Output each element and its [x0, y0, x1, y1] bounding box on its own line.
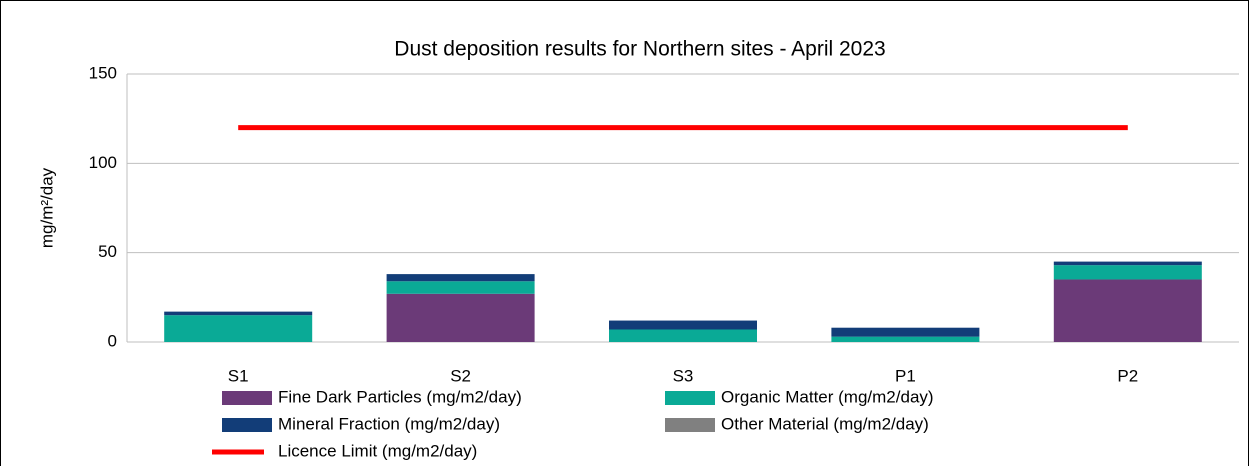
legend-swatch [665, 418, 715, 432]
x-tick-label: P2 [1117, 366, 1138, 385]
bar-segment [1053, 265, 1202, 280]
legend-label: Fine Dark Particles (mg/m2/day) [278, 387, 522, 406]
x-tick-label: S2 [450, 366, 471, 385]
bar-segment [386, 281, 535, 294]
y-axis-label: mg/m²/day [37, 167, 56, 248]
bar-segment [1053, 261, 1202, 266]
y-tick-label: 0 [108, 331, 117, 350]
bar-segment [164, 315, 313, 342]
legend-label: Mineral Fraction (mg/m2/day) [278, 414, 500, 433]
legend-swatch [665, 391, 715, 405]
bar-segment [164, 311, 313, 316]
legend-label: Other Material (mg/m2/day) [721, 414, 929, 433]
bar-segment [831, 336, 980, 342]
chart-title: Dust deposition results for Northern sit… [394, 38, 885, 61]
bar-segment [1053, 279, 1202, 342]
x-tick-label: S1 [228, 366, 249, 385]
bar-segment [831, 327, 980, 337]
bar-segment [609, 320, 757, 330]
bar-segment [386, 293, 535, 342]
legend-swatch [222, 418, 272, 432]
legend-swatch [222, 391, 272, 405]
legend-label: Organic Matter (mg/m2/day) [721, 387, 934, 406]
x-tick-label: S3 [673, 366, 694, 385]
y-tick-label: 100 [89, 153, 117, 172]
bar-segment [386, 274, 535, 282]
legend-label: Licence Limit (mg/m2/day) [278, 441, 477, 460]
bar-segment [609, 329, 757, 342]
x-tick-label: P1 [895, 366, 916, 385]
y-tick-label: 150 [89, 63, 117, 82]
y-tick-label: 50 [98, 242, 117, 261]
